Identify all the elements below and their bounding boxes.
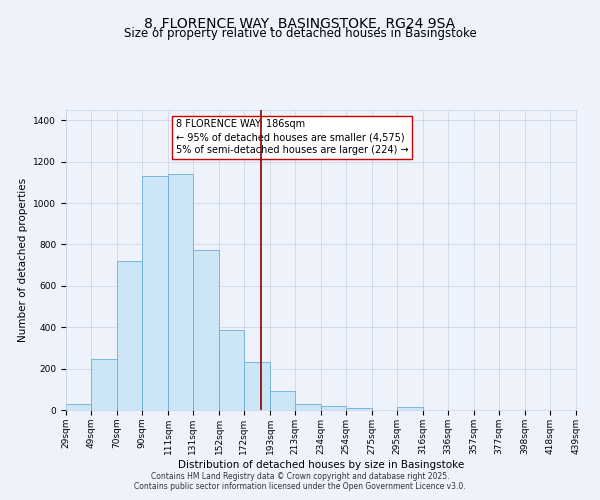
X-axis label: Distribution of detached houses by size in Basingstoke: Distribution of detached houses by size … xyxy=(178,460,464,469)
Bar xyxy=(346,408,372,410)
Bar xyxy=(193,250,219,410)
Bar xyxy=(117,261,142,410)
Text: Contains HM Land Registry data © Crown copyright and database right 2025.: Contains HM Land Registry data © Crown c… xyxy=(151,472,449,481)
Text: Size of property relative to detached houses in Basingstoke: Size of property relative to detached ho… xyxy=(124,28,476,40)
Bar xyxy=(219,330,244,410)
Bar xyxy=(397,407,423,410)
Text: 8 FLORENCE WAY: 186sqm
← 95% of detached houses are smaller (4,575)
5% of semi-d: 8 FLORENCE WAY: 186sqm ← 95% of detached… xyxy=(176,119,408,156)
Bar xyxy=(66,404,91,410)
Text: 8, FLORENCE WAY, BASINGSTOKE, RG24 9SA: 8, FLORENCE WAY, BASINGSTOKE, RG24 9SA xyxy=(145,18,455,32)
Bar xyxy=(321,406,346,410)
Y-axis label: Number of detached properties: Number of detached properties xyxy=(18,178,28,342)
Bar xyxy=(91,360,117,410)
Bar xyxy=(142,176,168,410)
Bar xyxy=(270,392,295,410)
Bar xyxy=(295,404,321,410)
Text: Contains public sector information licensed under the Open Government Licence v3: Contains public sector information licen… xyxy=(134,482,466,491)
Bar xyxy=(244,362,270,410)
Bar xyxy=(168,174,193,410)
